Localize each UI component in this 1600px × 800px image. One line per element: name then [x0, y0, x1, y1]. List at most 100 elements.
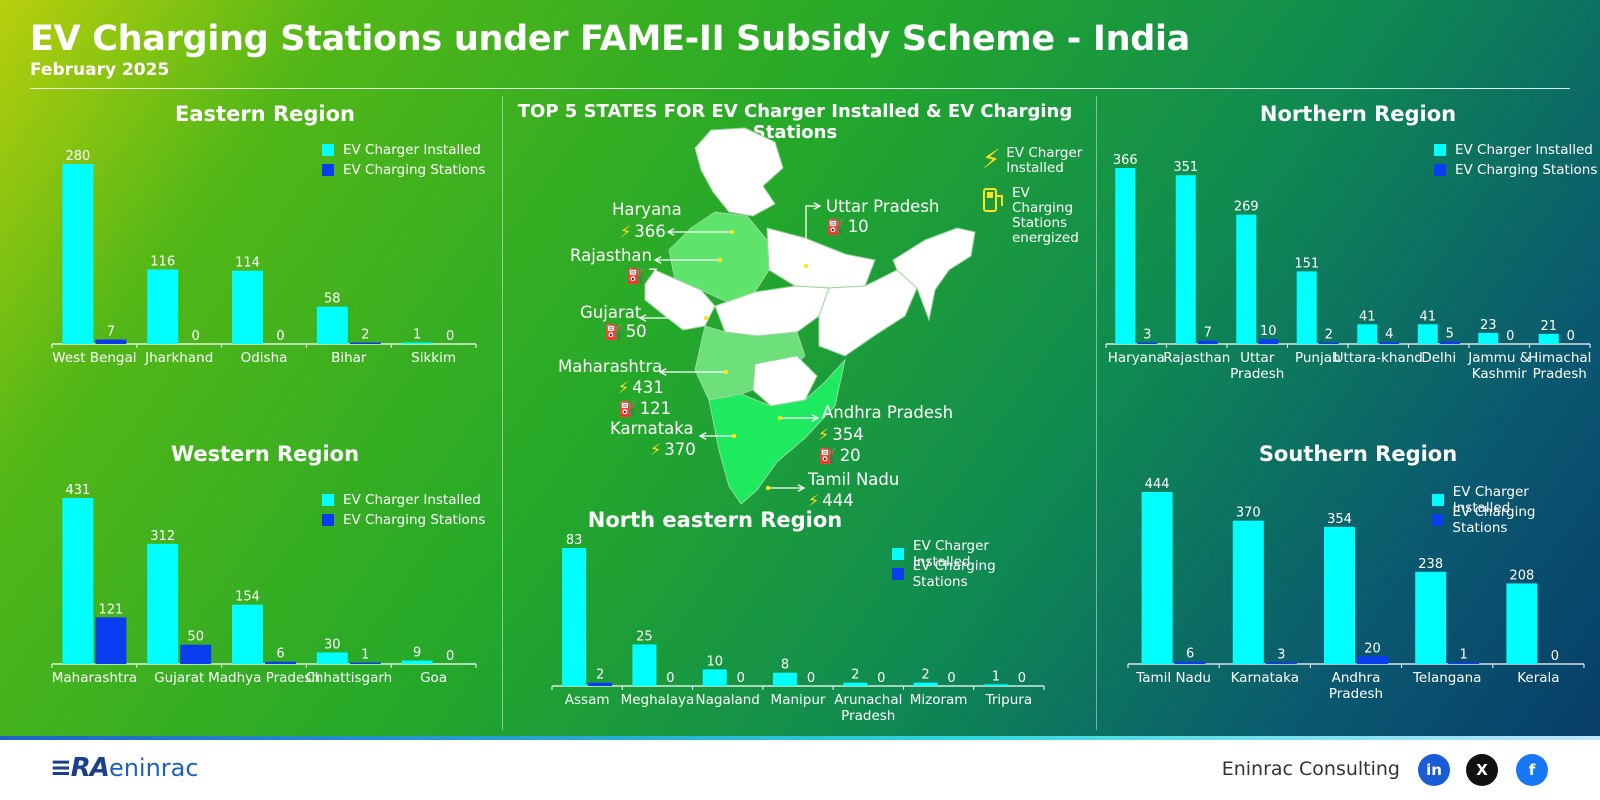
bar-installed — [316, 306, 348, 344]
eastern-region-panel: Eastern Region EV Charger Installed EV C… — [40, 98, 490, 398]
chart-title: North eastern Region — [587, 508, 843, 532]
data-label-installed: 208 — [1509, 568, 1534, 583]
legend-installed: EV Charger Installed — [1452, 484, 1529, 516]
bar-installed — [62, 498, 94, 664]
data-label-stations: 0 — [666, 671, 674, 686]
bar-stations — [1258, 339, 1279, 344]
legend-installed: EV Charger Installed — [343, 142, 481, 158]
data-label-stations: 0 — [1567, 329, 1575, 344]
x-tick-label: Uttara-khand — [1334, 350, 1423, 366]
header-divider — [30, 88, 1570, 89]
map-value-text: 7 — [647, 266, 659, 285]
map-state-stations-value: ⛽ 121 — [618, 399, 671, 418]
data-label-installed: 25 — [636, 629, 653, 644]
bar-installed — [147, 543, 179, 664]
bolt-icon: ⚡ — [808, 491, 820, 510]
map-legend: ⚡ EV Charger Installed EV Charging Stati… — [982, 146, 1092, 246]
chart-legend: EV Charger Installed EV Charging Station… — [1432, 484, 1588, 536]
eastern-region-chart: 280 7 West Bengal 116 0 Jharkhand 114 0 Odisha 58… — [51, 149, 477, 366]
data-label-installed: 2 — [921, 668, 929, 683]
data-label-installed: 238 — [1418, 557, 1443, 572]
data-label-installed: 2 — [851, 668, 859, 683]
x-tick-label: Nagaland — [696, 692, 760, 708]
bar-stations — [265, 661, 296, 664]
data-label-installed: 280 — [65, 149, 90, 164]
map-value-text: 121 — [639, 399, 672, 418]
data-label-stations: 20 — [1364, 641, 1381, 656]
data-label-installed: 58 — [324, 292, 341, 307]
legend-installed: EV Charger Installed — [1455, 142, 1593, 158]
southern-region-panel: Southern Region EV Charger Installed EV … — [1127, 438, 1588, 738]
charging-station-icon — [982, 186, 1006, 214]
map-legend-installed: EV Charger Installed — [1006, 145, 1083, 176]
bar-installed — [983, 684, 1008, 686]
bar-installed — [773, 672, 797, 686]
bolt-icon: ⚡ — [650, 440, 662, 459]
data-label-stations: 0 — [446, 649, 454, 664]
map-value-text: 444 — [822, 491, 854, 510]
bar-installed — [1478, 332, 1499, 344]
bar-stations — [1379, 342, 1400, 344]
data-label-stations: 0 — [192, 329, 200, 344]
bar-installed — [1236, 214, 1257, 344]
map-east — [818, 269, 918, 357]
bar-installed — [702, 669, 727, 686]
logo-text: eninrac — [108, 754, 199, 782]
x-tick-label: Pradesh — [1230, 366, 1284, 382]
bar-installed — [1175, 175, 1196, 344]
footer: ≡RAeninrac Eninrac Consulting in X f — [0, 740, 1600, 800]
chart-title: Northern Region — [1259, 102, 1457, 126]
x-tick-label: Tripura — [985, 692, 1033, 708]
map-north — [694, 127, 784, 217]
x-tick-label: Mizoram — [910, 692, 968, 708]
legend-stations: EV Charging Stations — [1452, 504, 1536, 536]
x-tick-label: Kerala — [1517, 670, 1559, 686]
data-label-installed: 354 — [1327, 512, 1352, 527]
bolt-icon: ⚡ — [618, 378, 630, 397]
data-label-stations: 0 — [1018, 671, 1026, 686]
data-label-installed: 1 — [992, 669, 1000, 684]
bar-installed — [1141, 492, 1173, 664]
data-label-installed: 83 — [566, 533, 583, 548]
linkedin-icon[interactable]: in — [1418, 754, 1450, 786]
x-tick-label: Delhi — [1421, 350, 1456, 366]
x-twitter-icon[interactable]: X — [1466, 754, 1498, 786]
western-region-panel: Western Region EV Charger Installed EV C… — [40, 438, 490, 738]
x-tick-label: Arunachal — [834, 692, 902, 708]
bar-installed — [632, 644, 657, 686]
map-state-stations-value: ⛽ 10 — [826, 217, 869, 236]
facebook-icon[interactable]: f — [1516, 754, 1548, 786]
data-label-installed: 269 — [1234, 200, 1259, 215]
map-state-name: Gujarat — [580, 303, 642, 322]
data-label-stations: 5 — [1446, 327, 1454, 342]
map-gujarat — [644, 269, 716, 331]
map-state-installed-value: ⚡ 366 — [620, 222, 666, 241]
charging-station-icon: ⛽ — [626, 266, 645, 285]
data-label-installed: 9 — [413, 646, 421, 661]
charging-station-icon: ⛽ — [826, 217, 845, 236]
bar-installed — [232, 270, 263, 344]
bar-installed — [401, 660, 433, 664]
map-state-name: Haryana — [612, 200, 682, 219]
data-label-stations: 0 — [807, 671, 815, 686]
chart-title: Southern Region — [1258, 442, 1458, 466]
legend-stations: EV Charging Stations — [1455, 162, 1598, 178]
chart-legend: EV Charger Installed EV Charging Station… — [1434, 140, 1597, 180]
bolt-icon: ⚡ — [620, 222, 632, 241]
x-tick-label: Pradesh — [1329, 686, 1383, 702]
x-tick-label: Madhya Pradesh — [208, 670, 320, 686]
data-label-installed: 151 — [1294, 256, 1319, 271]
map-state-stations-value: ⛽ 50 — [604, 322, 647, 341]
x-tick-label: Rajasthan — [1163, 350, 1230, 366]
page-subtitle: February 2025 — [30, 60, 170, 80]
data-label-stations: 0 — [1551, 649, 1559, 664]
data-label-stations: 3 — [1277, 648, 1285, 663]
x-tick-label: Himachal — [1528, 350, 1591, 366]
bar-installed — [1415, 571, 1447, 664]
bolt-icon: ⚡ — [818, 425, 830, 444]
northern-region-panel: Northern Region EV Charger Installed EV … — [1105, 98, 1598, 398]
bar-installed — [401, 342, 433, 344]
map-state-installed-value: ⚡ 444 — [808, 491, 854, 510]
x-tick-label: Meghalaya — [621, 692, 695, 708]
bar-installed — [913, 682, 938, 686]
